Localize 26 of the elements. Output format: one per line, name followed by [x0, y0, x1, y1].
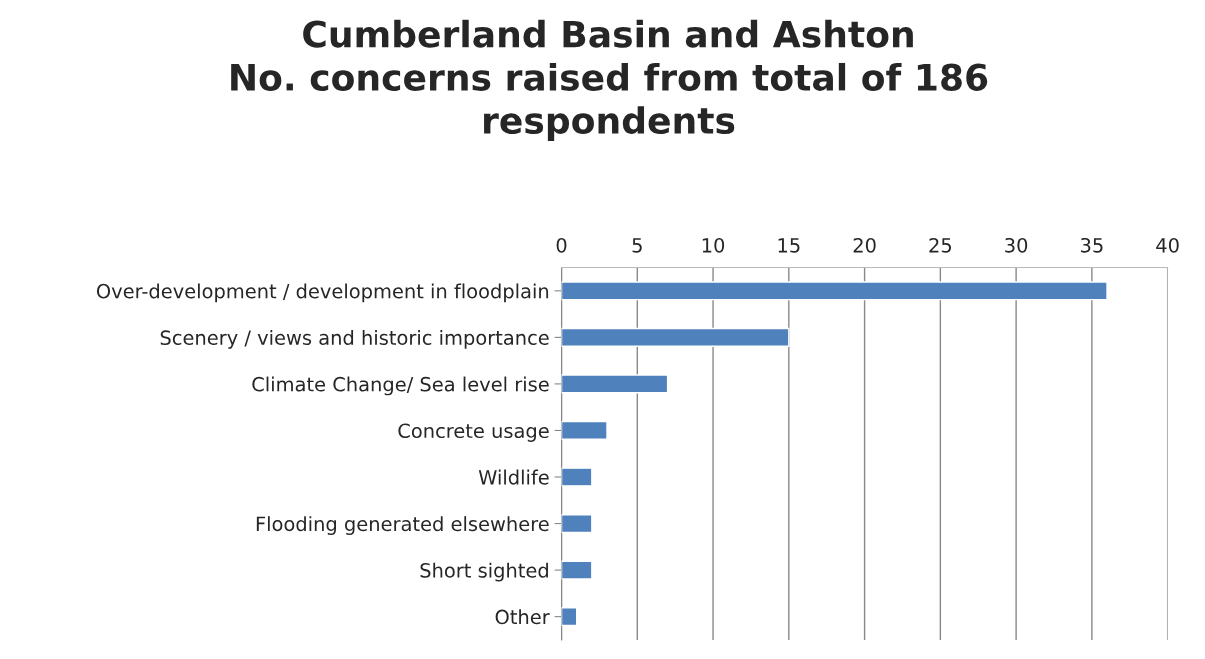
bar	[561, 281, 1108, 301]
y-tick-label: Concrete usage	[398, 423, 549, 442]
x-tick-label: 25	[929, 237, 952, 253]
y-tick-label: Over-development / development in floodplain	[96, 283, 549, 303]
x-tick-label: 5	[632, 238, 642, 253]
x-tick-label: 10	[702, 237, 725, 253]
bar	[561, 420, 608, 440]
y-tick-label: Wildlife	[478, 469, 549, 485]
x-tick-label: 20	[853, 237, 876, 253]
y-tick-label: Climate Change/ Sea level rise	[252, 376, 549, 396]
x-tick-label: 30	[1005, 237, 1028, 253]
chart-title: Cumberland Basin and Ashton No. concerns raised from total of 186 respondents	[231, 19, 988, 142]
bar	[561, 374, 669, 394]
y-tick-label: Short sighted	[420, 562, 548, 582]
y-tick-label: Other	[495, 609, 550, 625]
bar	[561, 607, 578, 627]
y-tick-label: Flooding generated elsewhere	[256, 516, 549, 535]
x-tick-label: 0	[556, 237, 567, 253]
y-tick-label: Scenery / views and historic importance	[160, 329, 549, 349]
x-tick-label: 40	[1156, 237, 1179, 253]
x-tick-label: 15	[778, 238, 800, 253]
x-tick-label: 35	[1080, 237, 1103, 253]
bar	[561, 327, 790, 347]
bar	[561, 467, 593, 487]
bar	[561, 513, 593, 534]
bar	[561, 560, 593, 580]
